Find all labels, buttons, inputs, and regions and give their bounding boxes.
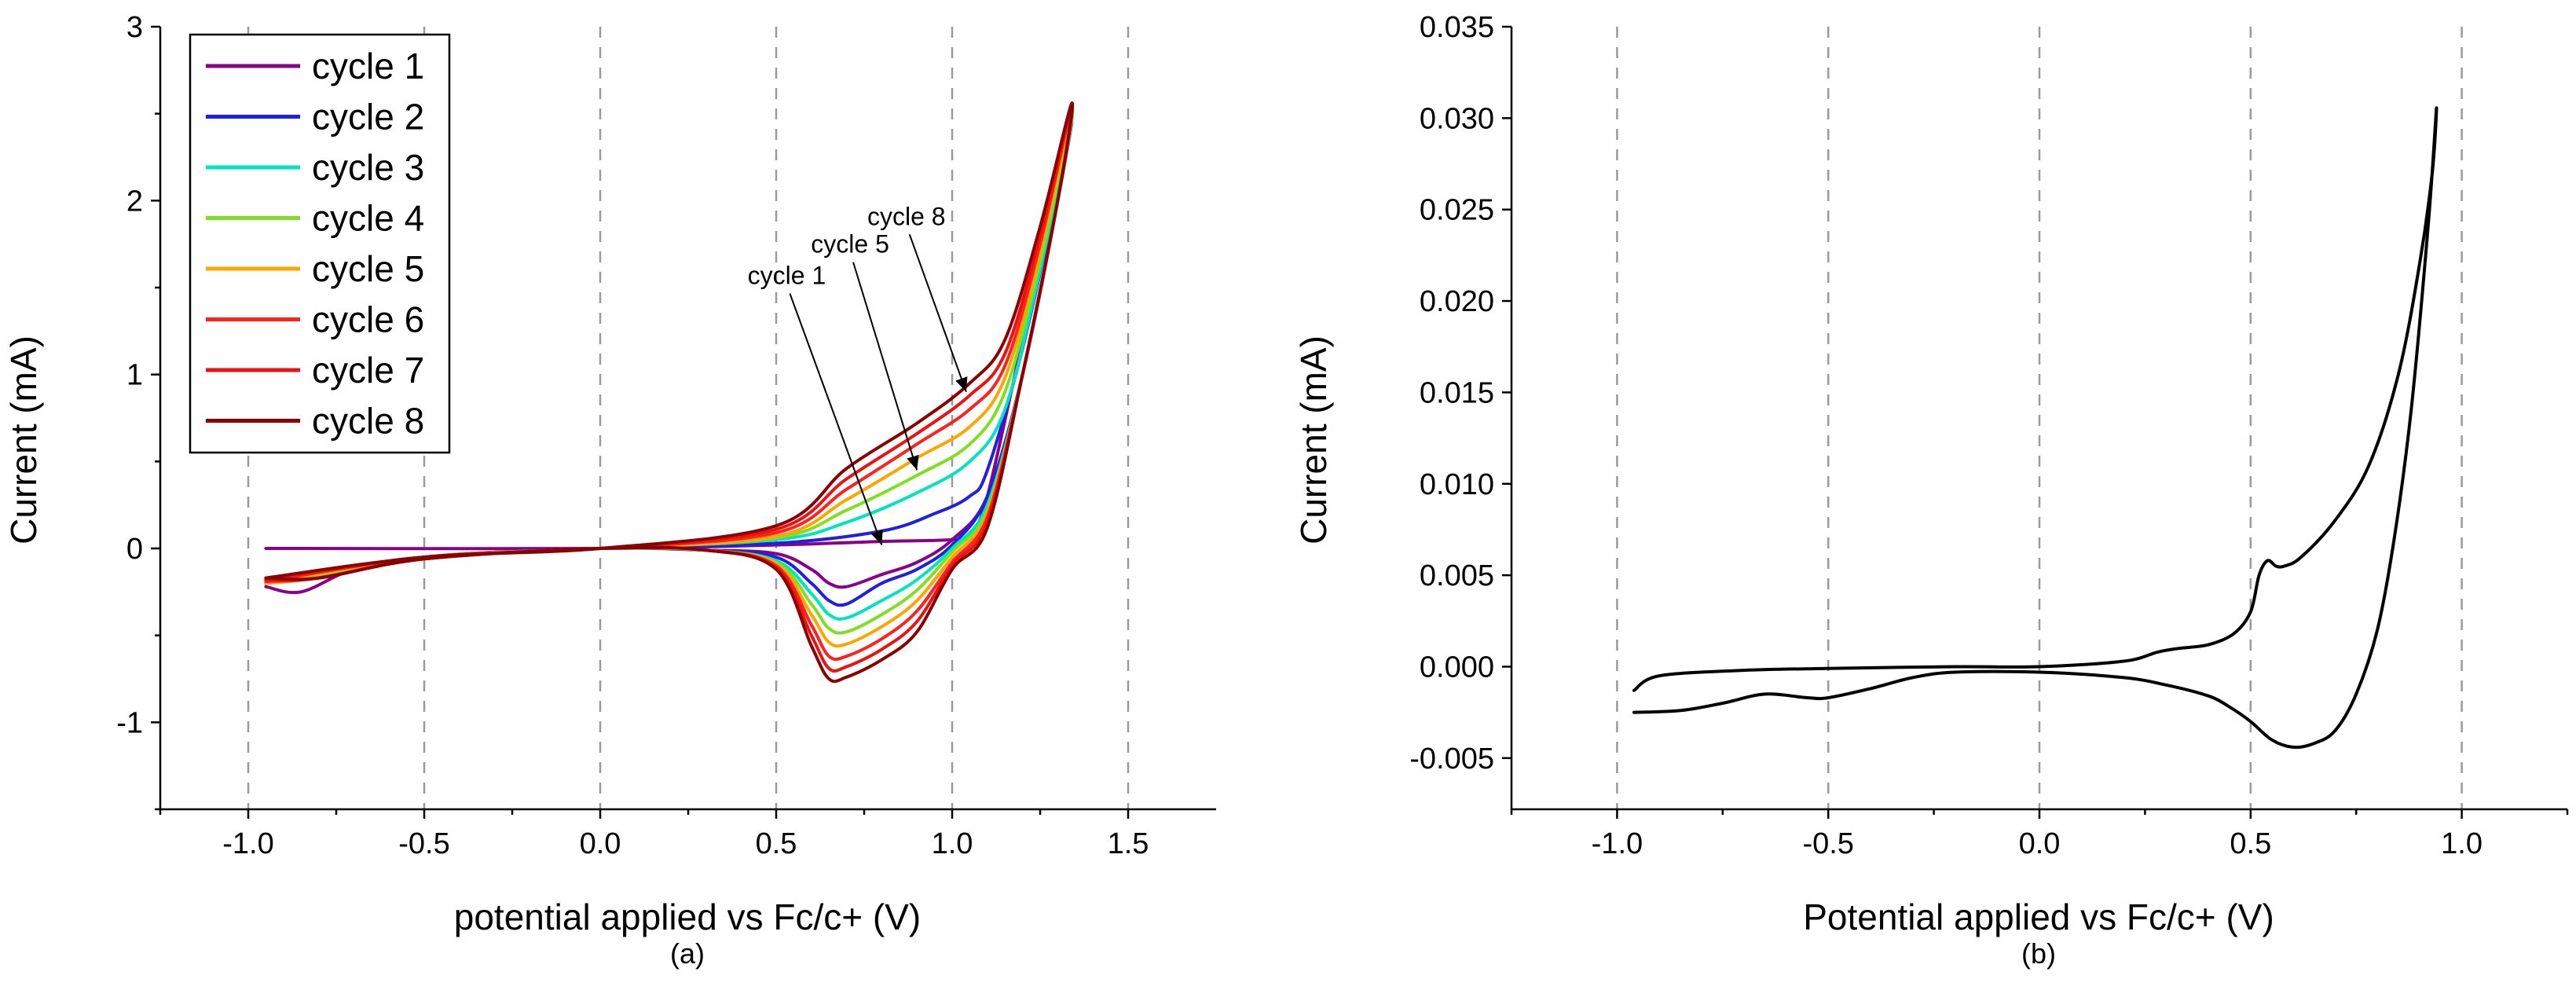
legend-label: cycle 7 [312,350,424,390]
panel-b-chart: Current (mA) Potential applied vs Fc/c+ … [1293,11,2569,970]
cv-curve-single [1632,106,2439,750]
panel-a-x-tick-label: -0.5 [398,827,449,860]
panel-b-y-tick-label: 0.015 [1420,376,1494,409]
panel-a-y-tick-label: 3 [126,11,143,44]
legend-box [189,33,451,454]
panel-b-y-tick-label: 0.000 [1420,651,1494,684]
panel-b-y-tick-label: -0.005 [1409,742,1494,776]
panel-a-y-axis-label: Current (mA) [3,336,44,544]
panel-a-legend: cycle 1 cycle 2 cycle 3 cycle 4 cycle 5 cycle… [189,33,451,454]
annotation-label: cycle 1 [748,262,826,290]
panel-a-y-tick-label: 0 [126,533,143,566]
legend-label: cycle 1 [312,46,424,86]
panel-b-y-axis-label: Current (mA) [1293,336,1334,544]
legend-label: cycle 5 [312,248,424,289]
panel-a-x-tick-label: 1.5 [1108,827,1149,860]
panel-b-y-tick-label: 0.005 [1420,559,1494,592]
annotation-label: cycle 5 [811,230,889,258]
legend-label: cycle 4 [312,198,424,239]
panel-b-y-tick-label: 0.025 [1420,194,1494,227]
panel-b-x-tick-label: 1.0 [2441,827,2483,860]
panel-b-x-tick-label: -1.0 [1592,827,1643,860]
annotation-arrowhead [955,376,968,392]
annotation-label: cycle 8 [867,202,946,230]
panel-b-y-tick-label: 0.010 [1420,468,1494,501]
panel-a-label: (a) [670,937,705,970]
legend-label: cycle 3 [312,147,424,188]
panel-b-x-tick-label: -0.5 [1802,827,1853,860]
panel-b-y-tick-label: 0.020 [1420,285,1494,318]
panel-b-x-axis-label: Potential applied vs Fc/c+ (V) [1803,896,2274,937]
annotation-arrow-line [852,262,918,471]
panel-b-y-tick-label: 0.030 [1420,102,1494,135]
annotation-arrow-line [789,293,883,545]
panel-b-label: (b) [2021,937,2056,970]
panel-a-series-group [264,101,1075,684]
panel-b-y-tick-label: 0.035 [1420,11,1494,44]
panel-b-x-tick-label: 0.0 [2019,827,2061,860]
panel-b-x-tick-label: 0.5 [2230,827,2271,860]
panel-a-chart: Current (mA) potential applied vs Fc/c+ … [3,11,1216,970]
legend-label: cycle 2 [312,97,424,138]
panel-a-x-tick-label: 0.0 [580,827,621,860]
annotation-arrowhead [870,529,883,545]
panel-a-x-tick-label: -1.0 [222,827,273,860]
panel-a-x-axis-label: potential applied vs Fc/c+ (V) [454,896,921,937]
annotation-arrowhead [907,454,919,471]
panel-a-x-tick-label: 1.0 [932,827,973,860]
annotation-arrow-line [908,233,967,393]
panel-a-x-tick-label: 0.5 [756,827,797,860]
panel-a-y-tick-label: 2 [126,185,143,218]
panel-a-y-tick-label: -1 [116,706,143,739]
legend-label: cycle 8 [312,401,424,442]
panel-a-y-tick-label: 1 [126,359,143,392]
legend-label: cycle 6 [312,299,424,340]
cv-curve-cycle-8 [264,101,1075,684]
